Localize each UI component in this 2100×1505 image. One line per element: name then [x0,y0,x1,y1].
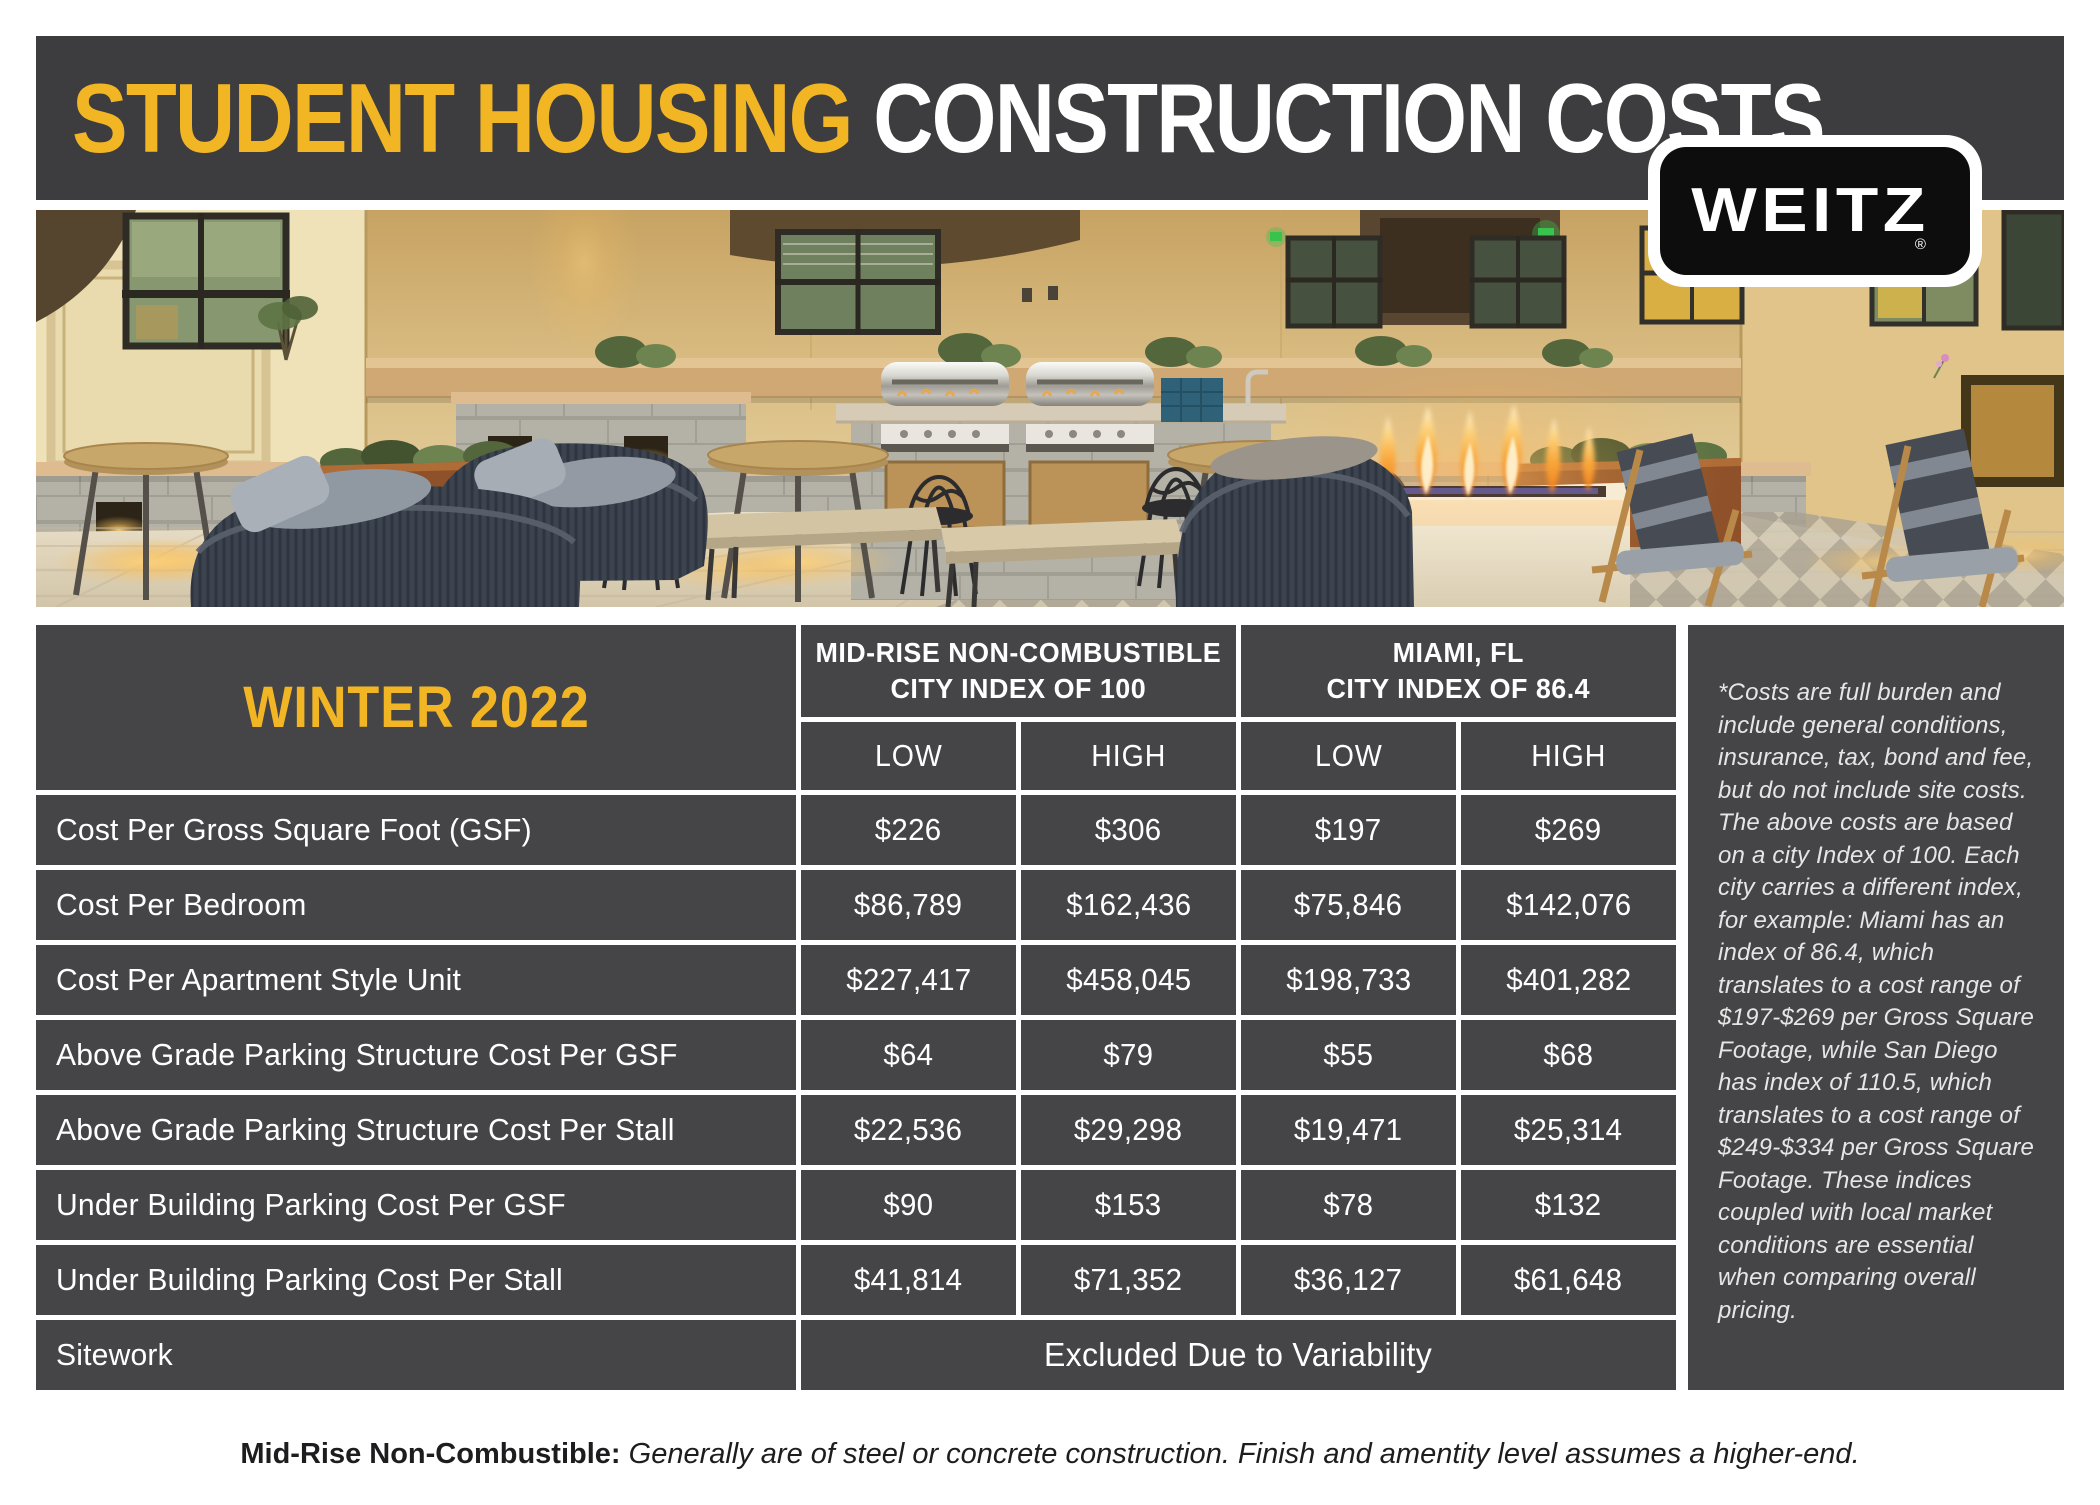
lounge-chairs [190,436,1414,607]
value-cell: $55 [1241,1020,1456,1090]
small-tree [258,296,318,361]
sling-chair [1861,428,2025,607]
value-cell: $29,298 [1021,1095,1236,1165]
group-line1: MID-RISE NON-COMBUSTIBLE [815,637,1222,668]
value-cell: $401,282 [1461,945,1676,1015]
value-cell: $90 [801,1170,1016,1240]
window [1469,235,1567,329]
value-cell: $64 [801,1020,1016,1090]
cost-table: WINTER 2022 MID-RISE NON-COMBUSTIBLE CIT… [36,625,1676,1390]
group-line1: MIAMI, FL [1392,637,1525,668]
value-cell: $68 [1461,1020,1676,1090]
value-cell: $22,536 [801,1095,1016,1165]
value-cell: $86,789 [801,870,1016,940]
value-cell: $198,733 [1241,945,1456,1015]
sling-chair [1591,433,1753,607]
weitz-logo-plate: WEITZ ® [1660,147,1970,275]
subheader-cell: LOW [1241,722,1456,790]
value-cell: $78 [1241,1170,1456,1240]
season-header-cell: WINTER 2022 [36,625,796,790]
fire-glass [1376,488,1598,494]
round-table [698,440,898,602]
footer-term: Mid-Rise Non-Combustible: [240,1438,621,1470]
row-label-cell: Above Grade Parking Structure Cost Per S… [36,1095,796,1165]
value-cell: $162,436 [1021,870,1236,940]
window [775,229,941,335]
sidebar-note-panel: *Costs are full burden and include gener… [1688,625,2064,1390]
value-cell: $132 [1461,1170,1676,1240]
row-label-cell: Cost Per Apartment Style Unit [36,945,796,1015]
column-group-midrise: MID-RISE NON-COMBUSTIBLE CITY INDEX OF 1… [801,625,1236,717]
row-label-cell: Cost Per Bedroom [36,870,796,940]
value-cell: $142,076 [1461,870,1676,940]
group-line2: CITY INDEX OF 86.4 [1326,673,1591,704]
flame-cores [1421,434,1518,496]
courtyard-photo-svg [36,210,2064,607]
row-label-cell: Above Grade Parking Structure Cost Per G… [36,1020,796,1090]
flower [1941,354,1949,362]
subheader-cell: LOW [801,722,1016,790]
value-cell: $19,471 [1241,1095,1456,1165]
value-cell: $71,352 [1021,1245,1236,1315]
faucet [1245,369,1268,406]
footer-note: Mid-Rise Non-Combustible: Generally are … [0,1436,2100,1472]
sitework-label-cell: Sitework [36,1320,796,1390]
access-panel [1028,460,1150,530]
value-cell: $226 [801,795,1016,865]
value-cell: $25,314 [1461,1095,1676,1165]
lounge-chair [1175,436,1414,607]
courtyard-photo [36,210,2064,607]
window [1285,235,1383,329]
value-cell: $227,417 [801,945,1016,1015]
value-cell: $75,846 [1241,870,1456,940]
subheader-cell: HIGH [1021,722,1236,790]
row-label-cell: Under Building Parking Cost Per GSF [36,1170,796,1240]
weitz-logo: WEITZ ® [1648,135,1982,287]
row-label-cell: Under Building Parking Cost Per Stall [36,1245,796,1315]
group-line2: CITY INDEX OF 100 [890,673,1147,704]
window [122,212,290,350]
registered-mark-icon: ® [1914,236,1926,253]
footer-definition: Generally are of steel or concrete const… [620,1438,1860,1470]
row-label-cell: Cost Per Gross Square Foot (GSF) [36,795,796,865]
grill [1026,362,1154,452]
header-band: STUDENT HOUSING CONSTRUCTION COSTS [36,36,2064,200]
value-cell: $269 [1461,795,1676,865]
exit-sign-icon [1270,232,1282,241]
grill [881,362,1009,452]
page-title-accent: STUDENT HOUSING [72,63,853,173]
value-cell: $458,045 [1021,945,1236,1015]
sling-chairs [1591,428,2025,607]
weitz-logo-text: WEITZ [1691,176,1930,245]
value-cell: $79 [1021,1020,1236,1090]
coffee-table [701,507,942,601]
dark-corner [36,210,136,322]
value-cell: $197 [1241,795,1456,865]
subheader-cell: HIGH [1461,722,1676,790]
exit-sign-icon [1538,228,1554,239]
sitework-note-cell: Excluded Due to Variability [801,1320,1676,1390]
value-cell: $61,648 [1461,1245,1676,1315]
lounge-chair [190,455,581,607]
season-label: WINTER 2022 [242,675,590,740]
value-cell: $153 [1021,1170,1236,1240]
window [2001,210,2064,331]
cost-disclaimer: *Costs are full burden and include gener… [1718,679,2035,1324]
page-title: STUDENT HOUSING CONSTRUCTION COSTS [72,69,1825,167]
value-cell: $41,814 [801,1245,1016,1315]
value-cell: $36,127 [1241,1245,1456,1315]
column-group-miami: MIAMI, FL CITY INDEX OF 86.4 [1241,625,1676,717]
tile-backsplash [1161,378,1223,422]
value-cell: $306 [1021,795,1236,865]
right-wall [1739,210,2064,580]
